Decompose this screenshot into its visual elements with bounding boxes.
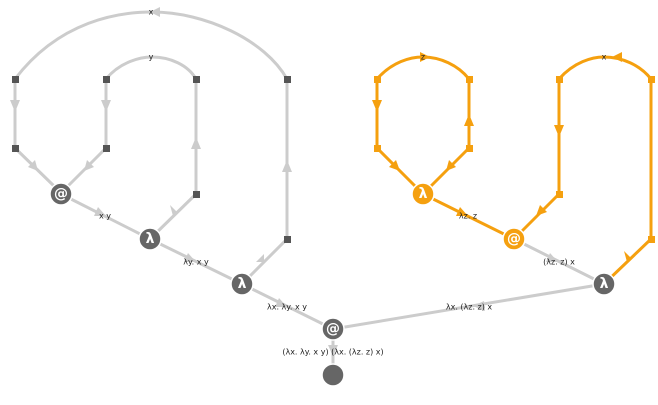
arrow-x2-to-app <box>536 205 547 216</box>
edge-labels: x y z x x y λy. x y λx. λy. x y (λx. λy.… <box>99 8 607 357</box>
ports <box>12 76 655 243</box>
port-x2-right-top <box>648 76 655 83</box>
arrow-lam-x-to-root <box>275 298 287 307</box>
node-lambda-y-glyph: λ <box>146 231 155 247</box>
arrow-y-left-down <box>101 100 111 112</box>
node-app-left-glyph: @ <box>54 186 68 202</box>
arrow-y-right-up <box>191 137 201 149</box>
label-lam-x-lam-y-x-y: λx. λy. x y <box>267 303 307 312</box>
node-lambda-z-glyph: λ <box>419 186 428 202</box>
port-x-right-bottom <box>284 236 291 243</box>
port-x2-left-bottom <box>556 191 563 198</box>
label-lam-x-lam-z-z-x: λx. (λz. z) x <box>446 303 493 312</box>
arrow-lam-z-to-port <box>446 160 456 171</box>
arrow-lam-x-to-port <box>256 254 264 262</box>
label-var-x-top: x <box>149 8 154 17</box>
arrow-x-top <box>150 7 160 17</box>
right-subgraph-arrows <box>372 52 631 262</box>
label-var-z-top: z <box>421 53 425 62</box>
arrow-lam-x2-to-port <box>624 251 631 262</box>
arrow-z-right-up <box>464 114 474 126</box>
node-lambda-z[interactable]: λ <box>411 182 435 206</box>
edge-lam-z-to-app <box>421 192 516 241</box>
node-lambda-y[interactable]: λ <box>138 227 162 251</box>
port-y-left-top <box>103 76 110 83</box>
arrow-root-down <box>328 345 338 356</box>
label-var-x-right-top: x <box>602 53 607 62</box>
arrow-app-to-lam-x2 <box>546 253 558 262</box>
arrow-to-app-a <box>28 160 38 171</box>
label-root-term: (λx. λy. x y) (λx. (λz. z) x) <box>282 348 383 357</box>
node-app-left[interactable]: @ <box>49 182 73 206</box>
edge-y-loop <box>104 55 198 81</box>
left-subgraph-edges <box>13 10 606 377</box>
edge-lam-x-to-root <box>240 282 335 331</box>
node-output[interactable] <box>321 363 345 387</box>
arrow-app-to-lam-y <box>94 207 106 216</box>
arrow-z-to-lam-z <box>389 160 400 171</box>
arrow-lam-z-to-app <box>456 207 468 216</box>
edge-app-to-lam-x2 <box>512 237 606 286</box>
port-y-right-top <box>193 76 200 83</box>
port-z-right-top <box>466 76 473 83</box>
arrow-right-to-root <box>473 301 485 311</box>
port-z-left-top <box>374 76 381 83</box>
port-x-left-top <box>12 76 19 83</box>
label-app-lam-z-z-x: (λz. z) x <box>543 258 575 267</box>
edge-x2-loop <box>557 55 653 81</box>
node-app-root-glyph: @ <box>326 321 340 337</box>
port-x2-right-bottom <box>648 236 655 243</box>
label-lam-y-x-y: λy. x y <box>183 258 209 267</box>
port-y-left-bottom <box>103 145 110 152</box>
label-app-x-y: x y <box>99 212 111 221</box>
node-lambda-x-glyph: λ <box>238 276 247 292</box>
port-z-left-bottom <box>374 145 381 152</box>
port-x-left-bottom <box>12 145 19 152</box>
arrow-to-app-b <box>84 160 94 171</box>
edge-x-loop <box>13 10 289 81</box>
node-app-right[interactable]: @ <box>502 227 526 251</box>
edge-right-lam-x-to-root <box>331 282 606 331</box>
port-z-right-bottom <box>466 145 473 152</box>
label-lam-z-z: λz. z <box>459 212 477 221</box>
arrow-x2-left-down <box>554 125 564 137</box>
node-lambda-x[interactable]: λ <box>230 272 254 296</box>
node-app-root[interactable]: @ <box>321 317 345 341</box>
arrow-x2-top <box>612 52 622 62</box>
port-y-right-bottom <box>193 191 200 198</box>
left-subgraph-arrows <box>10 7 485 356</box>
arrow-lam-y-to-port <box>170 205 177 216</box>
node-lambda-x2-glyph: λ <box>600 276 609 292</box>
node-app-right-glyph: @ <box>507 231 521 247</box>
label-var-y-top: y <box>149 53 154 62</box>
arrow-lam-y-to-lam-x <box>184 253 196 262</box>
port-x2-left-top <box>556 76 563 83</box>
edge-lam-y-to-lam-x <box>148 237 244 286</box>
arrow-z-left-down <box>372 100 382 112</box>
edge-app-left-to-lam-y <box>59 192 152 241</box>
arrow-z-top <box>420 52 430 62</box>
port-x-right-top <box>284 76 291 83</box>
arrow-x-left-down <box>10 100 20 112</box>
arrow-x-right-up <box>282 160 292 172</box>
node-lambda-x2[interactable]: λ <box>592 272 616 296</box>
